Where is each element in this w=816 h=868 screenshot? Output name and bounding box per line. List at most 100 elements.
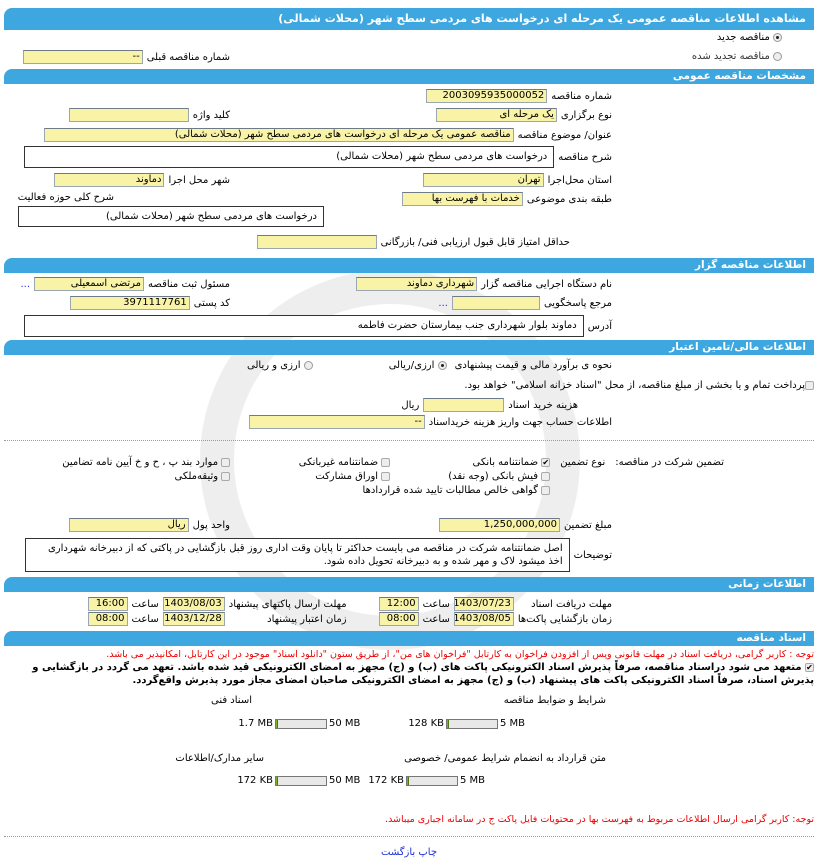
radio-rial-and-currency[interactable]: ارزی و ریالی [247, 360, 313, 371]
guarantee-option[interactable]: موارد بند پ ، ح و خ آیین نامه تضامین [62, 457, 231, 468]
reference-row: مرجع پاسخگویی ... [438, 296, 612, 310]
submit-date[interactable]: 1403/08/03 [162, 597, 225, 611]
guarantee-option[interactable]: فیش بانکی (وجه نقد) [400, 471, 551, 482]
guarantee-option[interactable]: گواهی خالص مطالبات تایید شده قراردادها [240, 485, 551, 496]
address-box: دماوند بلوار شهرداری جنب بیمارستان حضرت … [23, 315, 584, 337]
registrar-field[interactable]: مرتضی اسمعیلی [34, 277, 145, 291]
currency-row: واحد پول ریال [68, 518, 230, 532]
file-size-max: 50 MB [329, 718, 361, 729]
category-field[interactable]: خدمات با فهرست بها [401, 192, 523, 206]
label: ساعت [131, 598, 159, 610]
page-title: مشاهده اطلاعات مناقصه عمومی یک مرحله ای … [4, 8, 814, 30]
checkbox-icon[interactable] [541, 471, 551, 481]
files-area: شرایط و ضوابط مناقصه اسناد فنی متن قرارد… [0, 695, 810, 813]
min-score-row: حداقل امتیاز قابل قبول ارزیابی فنی/ بازر… [256, 235, 570, 249]
guarantee-amount-field[interactable]: 1,250,000,000 [438, 518, 560, 532]
section-timing: اطلاعات زمانی [4, 577, 814, 592]
radio-renewed-tender[interactable]: مناقصه تجدید شده [692, 51, 782, 62]
unit-label: ریال [401, 399, 420, 411]
prev-number-row: شماره مناقصه قبلی -- [22, 50, 230, 64]
radio-icon[interactable] [773, 51, 782, 61]
label: شرح مناقصه [558, 151, 612, 163]
subject-row: عنوان/ موضوع مناقصه مناقصه عمومی یک مرحل… [43, 128, 612, 142]
label: شهر محل اجرا [168, 174, 230, 186]
address-row: آدرس دماوند بلوار شهرداری جنب بیمارستان … [23, 315, 612, 337]
registrar-row: مسئول ثبت مناقصه مرتضی اسمعیلی ... [20, 277, 230, 291]
file-usage-bar [406, 776, 458, 786]
holding-type-row: نوع برگزاری یک مرحله ای [435, 108, 612, 122]
province-field[interactable]: تهران [422, 173, 544, 187]
registrar-more-button[interactable]: ... [20, 278, 31, 290]
label: استان محل‌اجرا [547, 174, 612, 186]
radio-rial-currency[interactable]: ارزی/ریالی [389, 360, 447, 371]
label: توضیحات [573, 549, 612, 561]
opening-date[interactable]: 1403/08/05 [453, 612, 514, 626]
label: مبلغ تضمین [563, 519, 612, 531]
reference-more-button[interactable]: ... [438, 297, 448, 309]
checkbox-icon[interactable] [221, 471, 231, 481]
checkbox-icon[interactable] [221, 457, 231, 467]
section-general: مشخصات مناقصه عمومی [4, 69, 814, 84]
postal-code-field[interactable]: 3971117761 [69, 296, 190, 310]
guarantee-option[interactable]: ضمانتنامه غیربانکی [240, 457, 391, 468]
currency-field[interactable]: ریال [68, 518, 189, 532]
timing-grid: مهلت دریافت اسناد 1403/07/23 ساعت 12:00 … [87, 597, 612, 626]
prev-number-field[interactable]: -- [22, 50, 143, 64]
checkbox-icon[interactable]: ✔ [805, 662, 814, 672]
commitment-checkbox[interactable]: ✔ متعهد می شود دراسناد مناقصه، صرفاً پذی… [4, 661, 814, 687]
file-usage-bar [275, 776, 327, 786]
validity-date[interactable]: 1403/12/28 [162, 612, 225, 626]
tender-number-row: شماره مناقصه 2003095935000052 [426, 89, 612, 103]
file-usage-fill [407, 777, 409, 785]
subject-field[interactable]: مناقصه عمومی یک مرحله ای درخواست های مرد… [43, 128, 514, 142]
print-link[interactable]: چاپ [418, 847, 438, 858]
checkbox-icon[interactable] [381, 457, 391, 467]
tender-number-field[interactable]: 2003095935000052 [426, 89, 548, 103]
file-label: اسناد فنی [211, 695, 252, 706]
label: ساعت [422, 598, 450, 610]
submit-time[interactable]: 16:00 [87, 597, 128, 611]
radio-icon[interactable] [773, 32, 782, 42]
validity-time[interactable]: 08:00 [87, 612, 128, 626]
min-score-field[interactable] [256, 235, 377, 249]
organization-field[interactable]: شهرداری دماوند [356, 277, 478, 291]
label: کلید واژه [192, 109, 230, 121]
section-documents: اسناد مناقصه [4, 631, 814, 646]
reference-field[interactable] [451, 296, 540, 310]
account-field[interactable]: -- [248, 415, 425, 429]
doc-cost-field[interactable] [423, 398, 505, 412]
guarantee-option[interactable]: ✔ ضمانتنامه بانکی [400, 457, 551, 468]
file-size-max: 5 MB [500, 718, 526, 729]
radio-icon[interactable] [437, 360, 447, 370]
prev-number-label: شماره مناقصه قبلی [146, 51, 230, 63]
doc-deadline-date[interactable]: 1403/07/23 [453, 597, 514, 611]
opening-time[interactable]: 08:00 [378, 612, 419, 626]
label: حداقل امتیاز قابل قبول ارزیابی فنی/ بازر… [380, 236, 570, 248]
documents-notice: توجه : کاربر گرامی، دریافت اسناد در مهلت… [106, 649, 814, 660]
checkbox-icon[interactable]: ✔ [541, 457, 551, 467]
doc-deadline-time[interactable]: 12:00 [378, 597, 419, 611]
file-size-used: 1.7 MB [238, 718, 273, 729]
radio-new-tender[interactable]: مناقصه جدید [717, 32, 782, 43]
guarantee-option[interactable]: وثیقه‌ملکی [62, 471, 231, 482]
holding-type-field[interactable]: یک مرحله ای [435, 108, 557, 122]
label: طبقه بندی موضوعی [526, 193, 612, 205]
guarantee-option[interactable]: اوراق مشارکت [240, 471, 391, 482]
label: شماره مناقصه [551, 90, 612, 102]
keyword-field[interactable] [68, 108, 189, 122]
city-row: شهر محل اجرا دماوند [54, 173, 230, 187]
radio-icon[interactable] [303, 360, 313, 370]
checkbox-icon[interactable] [541, 485, 551, 495]
checkbox-label: اوراق مشارکت [315, 471, 379, 482]
province-row: استان محل‌اجرا تهران [422, 173, 612, 187]
city-field[interactable]: دماوند [54, 173, 165, 187]
checkbox-icon[interactable] [805, 380, 814, 390]
commitment-text: متعهد می شود دراسناد مناقصه، صرفاً پذیرش… [32, 662, 814, 686]
label: نوع تضمین [560, 457, 606, 468]
checkbox-label: ضمانتنامه غیربانکی [298, 457, 379, 468]
checkbox-icon[interactable] [381, 471, 391, 481]
treasury-checkbox[interactable]: پرداخت تمام و یا بخشی از مبلغ مناقصه، از… [464, 380, 814, 391]
back-link[interactable]: بازگشت [381, 847, 416, 858]
label: تضمین شرکت در مناقصه: [615, 457, 724, 468]
notes-box: اصل ضمانتنامه شرکت در مناقصه می بایست حد… [24, 538, 570, 572]
